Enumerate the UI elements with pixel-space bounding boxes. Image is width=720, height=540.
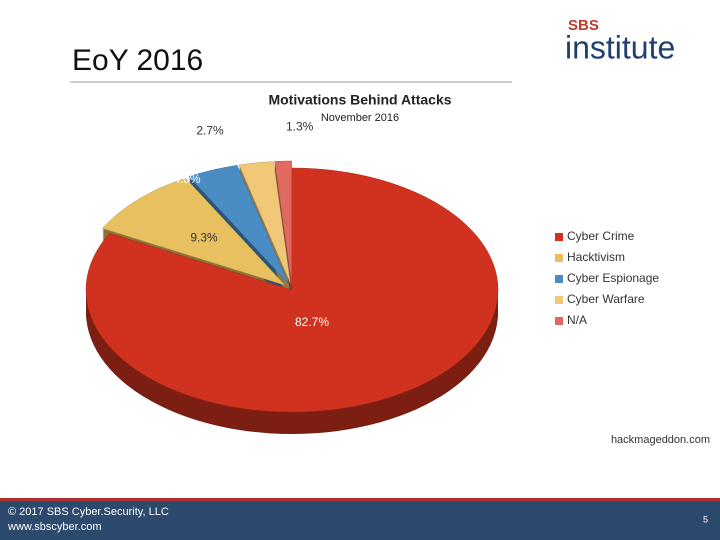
data-label: 2.7% bbox=[196, 123, 224, 137]
legend-swatch bbox=[555, 233, 563, 241]
chart-title: Motivations Behind Attacks bbox=[268, 92, 451, 108]
legend-label: Cyber Espionage bbox=[567, 271, 659, 285]
slide-title: EoY 2016 bbox=[72, 44, 203, 77]
footer bbox=[0, 501, 720, 540]
legend-swatch bbox=[555, 275, 563, 283]
data-label: 1.3% bbox=[286, 119, 314, 133]
footer-copyright: © 2017 SBS Cyber.Security, LLC bbox=[8, 506, 169, 518]
slice bbox=[188, 165, 289, 284]
slice bbox=[85, 167, 499, 413]
legend-swatch bbox=[555, 254, 563, 262]
slice bbox=[274, 160, 292, 284]
legend-label: Cyber Crime bbox=[567, 229, 635, 243]
legend-label: Cyber Warfare bbox=[567, 292, 645, 306]
footer-rule bbox=[0, 498, 720, 501]
data-label: 9.3% bbox=[190, 230, 218, 244]
logo-large: institute bbox=[565, 29, 675, 65]
legend-swatch bbox=[555, 317, 563, 325]
legend-label: N/A bbox=[567, 313, 587, 327]
data-label: 4.0% bbox=[173, 172, 201, 186]
source: hackmageddon.com bbox=[611, 434, 710, 446]
logo-small: SBS bbox=[568, 17, 599, 34]
footer-url: www.sbscyber.com bbox=[7, 521, 102, 533]
slice bbox=[238, 161, 291, 284]
slice bbox=[102, 177, 286, 286]
legend-label: Hacktivism bbox=[567, 250, 625, 264]
page-number: 5 bbox=[703, 514, 708, 524]
data-label: 82.7% bbox=[295, 315, 329, 329]
legend-swatch bbox=[555, 296, 563, 304]
chart-subtitle: November 2016 bbox=[321, 112, 399, 124]
